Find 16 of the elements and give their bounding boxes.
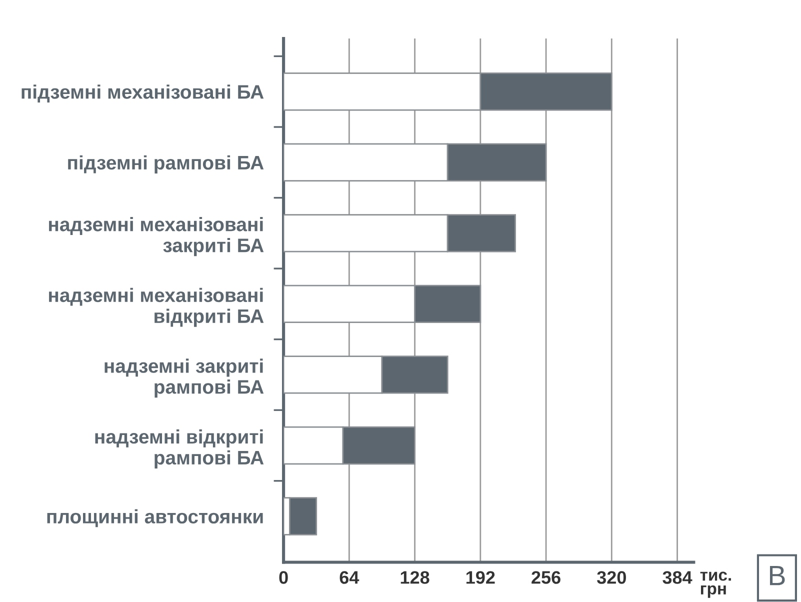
x-tick-label: 64 [340,571,360,584]
x-tick-label: 320 [596,571,626,584]
y-tick-label: площинні автостоянки [47,509,263,528]
x-axis-title: тис. грн [700,572,731,598]
text: B [770,566,785,586]
y-tick-label: надземні механізовані відкриті БА [49,288,264,327]
x-tick-label: 0 [279,571,288,584]
y-tick-label: надземні відкриті рампові БА [95,429,264,468]
x-tick-label: 128 [400,571,430,584]
y-tick-label: підземні механізовані БА [22,84,264,103]
y-tick-label: підземні рампові БА [68,155,264,174]
x-tick-label: 192 [466,571,495,584]
x-tick-label: 256 [532,571,560,584]
y-tick-label: надземні закриті рампові БА [104,358,264,398]
y-tick-label: надземні механізовані закриті БА [49,217,264,256]
x-tick-label: 384 [662,571,692,584]
